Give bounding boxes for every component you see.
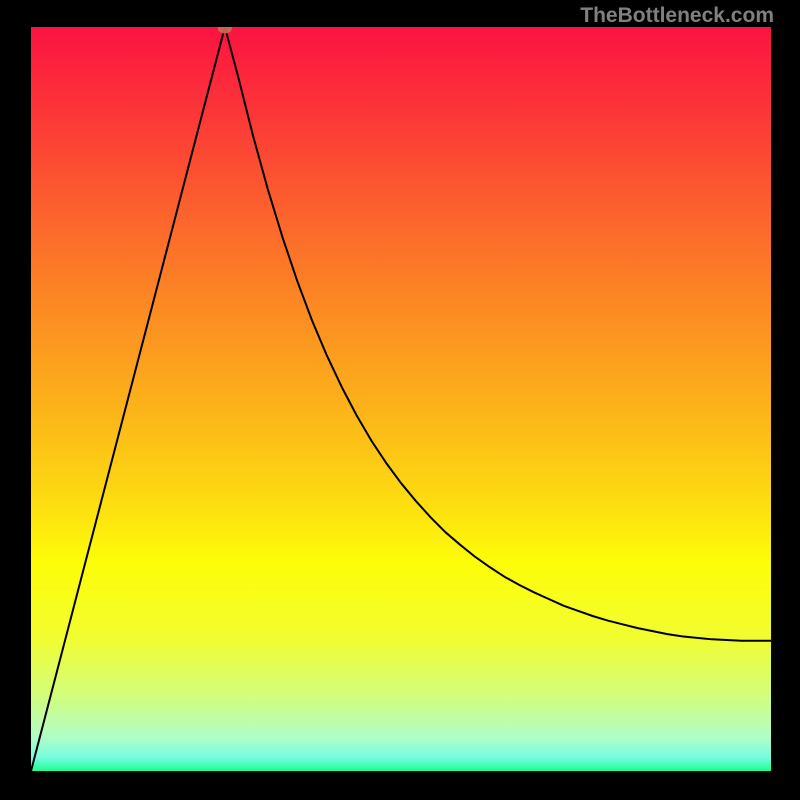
plot-area xyxy=(31,27,771,771)
plot-svg xyxy=(31,27,771,771)
watermark-text: TheBottleneck.com xyxy=(580,4,774,28)
gradient-background xyxy=(31,27,771,771)
chart-container: TheBottleneck.com xyxy=(0,0,800,800)
